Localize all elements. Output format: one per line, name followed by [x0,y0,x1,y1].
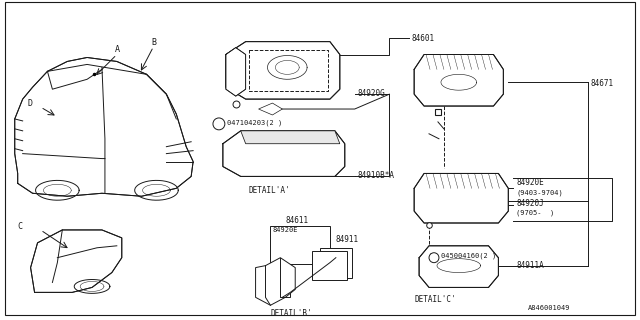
Polygon shape [419,246,499,287]
Polygon shape [226,48,246,96]
Text: 84601: 84601 [411,34,435,43]
Text: (9403-9704): (9403-9704) [516,189,563,196]
Text: 84920E: 84920E [516,179,544,188]
Text: A: A [115,44,120,54]
Polygon shape [241,131,340,144]
Text: DETAIL'B': DETAIL'B' [271,309,312,318]
Text: B: B [152,38,157,47]
Text: DETAIL'C': DETAIL'C' [414,295,456,304]
Text: 84920E: 84920E [273,227,298,233]
Circle shape [429,253,439,263]
Bar [312,251,347,281]
Text: 84611: 84611 [285,216,308,225]
Text: DETAIL'A': DETAIL'A' [248,186,291,195]
Text: 84920J: 84920J [516,199,544,208]
Text: 84911: 84911 [336,235,359,244]
Text: 047104203(2 ): 047104203(2 ) [227,120,282,126]
Text: 045004160(2 ): 045004160(2 ) [441,253,496,259]
Bar [271,226,330,264]
Bar [320,248,352,277]
Bar [271,283,291,297]
Polygon shape [226,42,340,99]
Polygon shape [414,54,503,106]
Text: (9705-  ): (9705- ) [516,209,554,216]
Text: A846001049: A846001049 [528,305,571,311]
Text: S: S [430,253,433,258]
Polygon shape [15,58,193,196]
Polygon shape [259,103,282,115]
Text: D: D [28,99,33,108]
Polygon shape [223,131,345,176]
Circle shape [213,118,225,130]
Text: 84910B*A: 84910B*A [358,172,395,180]
Text: 84920G: 84920G [358,89,385,98]
Text: 84671: 84671 [591,79,614,88]
Polygon shape [31,230,122,292]
Text: C: C [18,222,22,231]
Polygon shape [414,173,508,223]
Text: 84911A: 84911A [516,261,544,270]
Text: S: S [215,120,219,125]
Polygon shape [255,258,295,305]
